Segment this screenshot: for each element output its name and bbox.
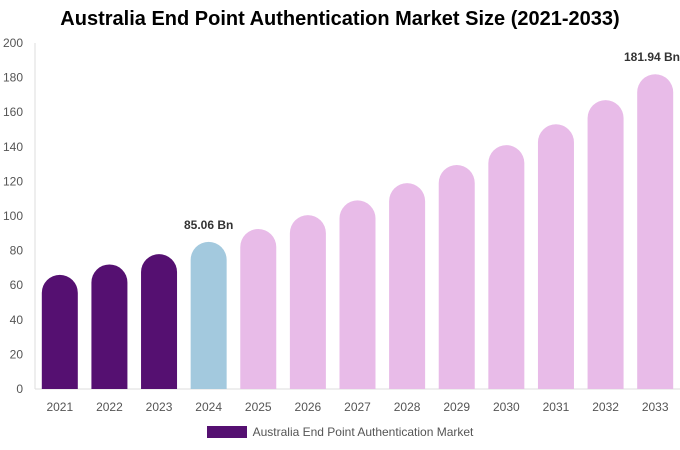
x-tick-label: 2030 [493, 400, 520, 414]
x-tick-label: 2023 [146, 400, 173, 414]
data-label: 181.94 Bn [624, 50, 680, 64]
y-tick-label: 0 [16, 382, 23, 396]
data-label: 85.06 Bn [184, 218, 233, 232]
bar-2033 [637, 74, 674, 389]
x-tick-label: 2024 [195, 400, 222, 414]
y-tick-label: 100 [3, 209, 23, 223]
x-tick-label: 2022 [96, 400, 123, 414]
bar-2028 [389, 183, 426, 389]
y-tick-label: 60 [10, 278, 24, 292]
x-tick-label: 2028 [394, 400, 421, 414]
x-tick-label: 2026 [295, 400, 322, 414]
y-tick-label: 160 [3, 105, 23, 119]
bar-2021 [41, 274, 78, 389]
bar-2022 [91, 264, 128, 389]
bar-2026 [289, 215, 326, 389]
x-tick-label: 2021 [46, 400, 73, 414]
bar-2024 [190, 241, 227, 389]
bar-2023 [141, 254, 178, 389]
y-tick-label: 180 [3, 71, 23, 85]
x-tick-label: 2027 [344, 400, 371, 414]
legend-swatch [206, 426, 247, 438]
bar-2029 [438, 164, 475, 389]
x-tick-label: 2033 [642, 400, 669, 414]
x-tick-label: 2032 [592, 400, 619, 414]
legend-label: Australia End Point Authentication Marke… [252, 425, 474, 439]
chart-title: Australia End Point Authentication Marke… [60, 8, 620, 30]
bar-2027 [339, 200, 376, 389]
bar-2030 [488, 145, 525, 389]
bar-2025 [240, 228, 277, 389]
bar-2031 [537, 124, 574, 390]
y-tick-label: 140 [3, 140, 23, 154]
y-tick-label: 80 [10, 244, 24, 258]
x-tick-label: 2029 [443, 400, 470, 414]
y-tick-label: 120 [3, 174, 23, 188]
y-tick-label: 40 [10, 313, 24, 327]
bar-2032 [587, 100, 624, 389]
legend: Australia End Point Authentication Marke… [0, 425, 680, 439]
x-tick-label: 2025 [245, 400, 272, 414]
y-tick-label: 200 [3, 36, 23, 50]
x-tick-label: 2031 [543, 400, 570, 414]
y-tick-label: 20 [10, 347, 24, 361]
